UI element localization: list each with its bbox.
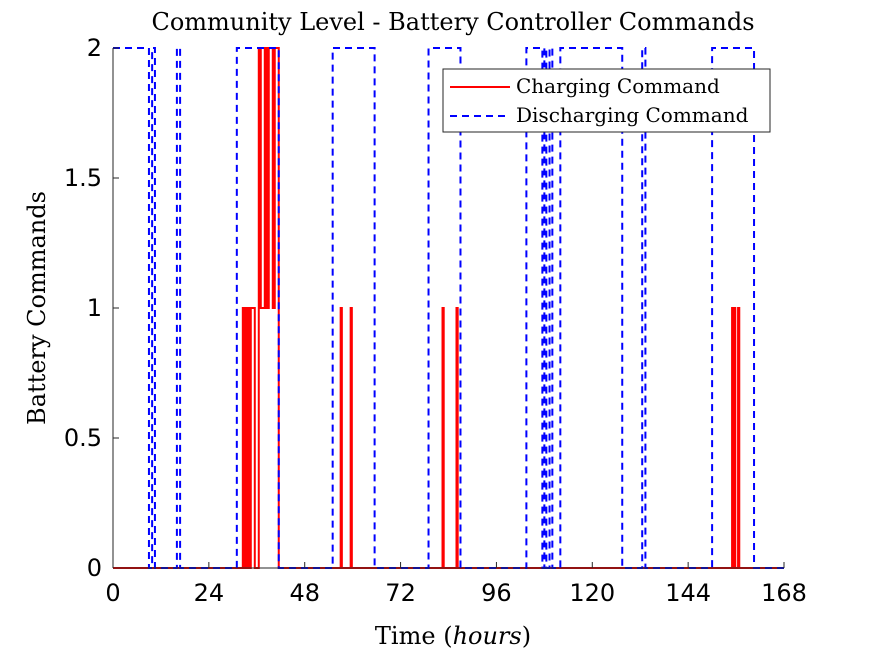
x-tick-label: 0 — [105, 579, 120, 607]
x-tick-label: 144 — [665, 579, 711, 607]
x-tick-label: 24 — [194, 579, 225, 607]
chart-title: Community Level - Battery Controller Com… — [151, 8, 754, 36]
x-tick-label: 96 — [481, 579, 512, 607]
x-axis-label-unit: hours — [453, 622, 522, 650]
x-tick-label: 120 — [569, 579, 615, 607]
y-tick-label: 1.5 — [64, 164, 102, 192]
x-tick-label: 168 — [761, 579, 807, 607]
x-axis-label: Time (hours) — [375, 622, 531, 650]
x-axis-label-text: Time — [375, 622, 436, 650]
plot-area: 0 24 48 72 96 120 144 168 0 0.5 1 1.5 2 — [64, 34, 807, 607]
y-ticks: 0 0.5 1 1.5 2 — [64, 34, 119, 582]
x-ticks: 0 24 48 72 96 120 144 168 — [105, 562, 807, 607]
x-tick-label: 72 — [385, 579, 416, 607]
y-tick-label: 0.5 — [64, 424, 102, 452]
x-tick-label: 48 — [289, 579, 320, 607]
legend-box — [442, 68, 771, 133]
legend-label-discharging: Discharging Command — [516, 103, 749, 127]
y-axis-label: Battery Commands — [23, 191, 51, 425]
y-tick-label: 1 — [87, 294, 102, 322]
y-tick-label: 0 — [87, 554, 102, 582]
y-tick-label: 2 — [87, 34, 102, 62]
legend-label-charging: Charging Command — [516, 74, 720, 98]
legend: Charging Command Discharging Command — [442, 68, 771, 133]
series-line-discharging — [113, 47, 784, 569]
